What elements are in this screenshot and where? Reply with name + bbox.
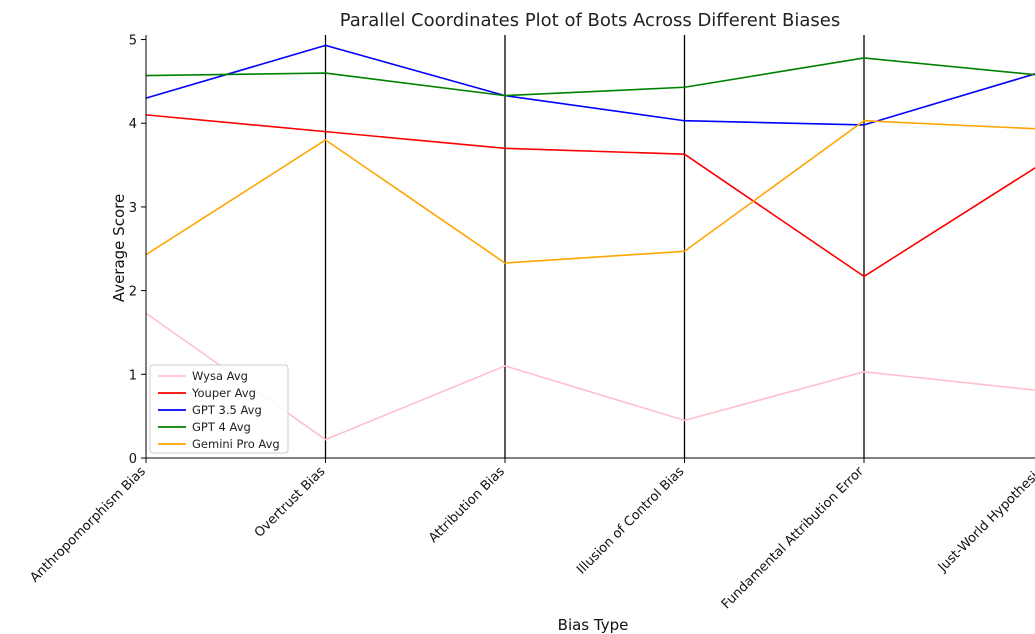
y-tick-label: 2 (129, 285, 137, 300)
chart-title: Parallel Coordinates Plot of Bots Across… (340, 10, 841, 31)
x-tick-label: Illusion of Control Bias (574, 464, 687, 577)
series-lines (145, 44, 1035, 441)
y-tick-label: 1 (129, 368, 137, 383)
y-tick-label: 5 (129, 34, 137, 49)
x-tick-label: Attribution Bias (426, 464, 508, 546)
x-tick-label: Just-World Hypothesis (935, 464, 1035, 576)
y-tick-labels: 0 1 2 3 4 5 (129, 34, 146, 467)
series-line-gemini-pro-avg (145, 119, 1035, 264)
vertical-grid-lines (324, 35, 865, 458)
legend-entry: GPT 3.5 Avg (192, 403, 262, 417)
x-tick-label: Fundamental Attribution Error (719, 464, 867, 612)
y-tick-label: 0 (129, 452, 137, 467)
x-tick-label: Anthropomorphism Bias (27, 464, 148, 585)
x-tick-label: Overtrust Bias (252, 464, 329, 541)
legend-entry: Gemini Pro Avg (192, 437, 280, 451)
legend-entry: Youper Avg (191, 386, 256, 400)
series-line-gpt-3-5-avg (145, 44, 1035, 126)
legend: Wysa Avg Youper Avg GPT 3.5 Avg GPT 4 Avg Ge… (149, 364, 289, 454)
y-tick-label: 3 (129, 201, 137, 216)
legend-entry: GPT 4 Avg (192, 420, 251, 434)
series-line-gpt-4-avg (145, 57, 1035, 97)
legend-entry: Wysa Avg (192, 369, 248, 383)
axes (145, 35, 1035, 459)
x-axis-label: Bias Type (558, 616, 629, 634)
y-axis-label: Average Score (110, 194, 128, 302)
y-tick-label: 4 (129, 117, 137, 132)
series-line-youper-avg (145, 114, 1035, 278)
x-tick-labels: Anthropomorphism Bias Overtrust Bias Attri… (27, 458, 1035, 612)
series-line-wysa-avg (145, 312, 1035, 441)
legend-box (149, 364, 289, 454)
